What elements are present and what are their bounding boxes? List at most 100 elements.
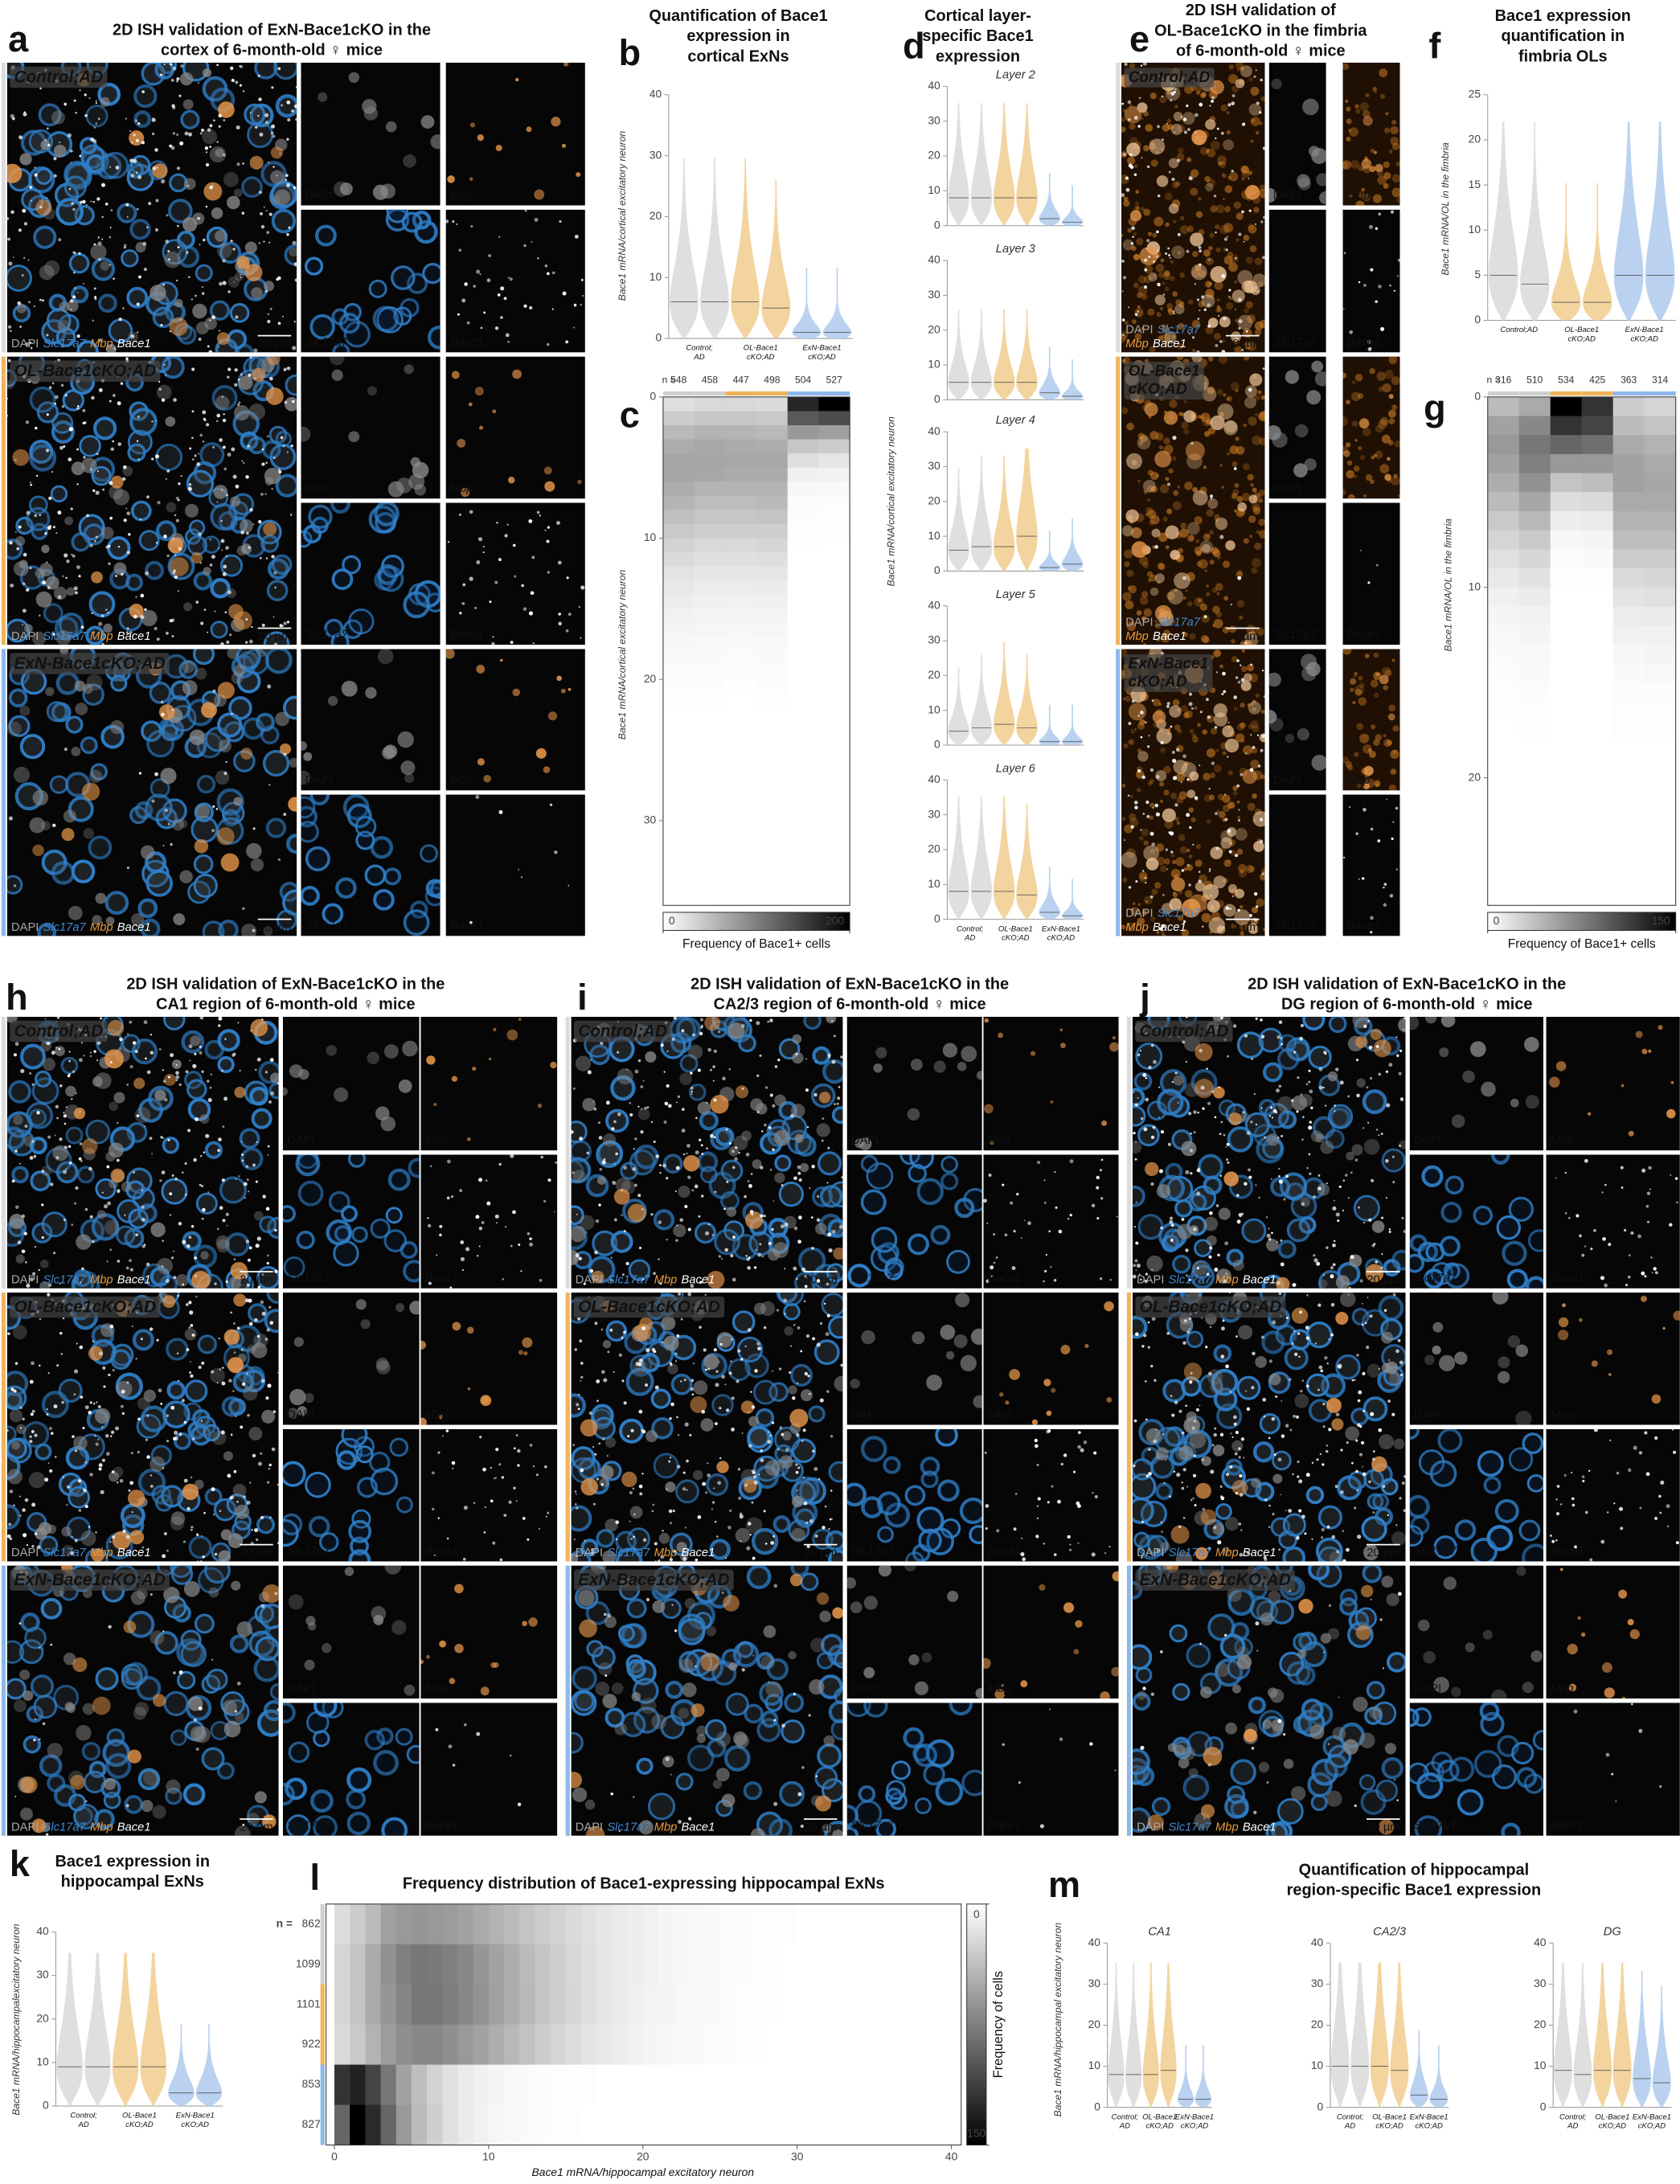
image-background <box>983 1293 1119 1425</box>
channel-name: DAPI <box>11 1273 39 1286</box>
neuron <box>180 1641 207 1667</box>
transcript <box>121 477 126 481</box>
myelin-signal <box>1369 367 1375 375</box>
transcript <box>509 277 513 281</box>
transcript <box>771 1421 775 1424</box>
transcript <box>272 616 275 618</box>
panel-title: CA1 region of 6-month-old ♀ mice <box>156 995 415 1013</box>
micrograph <box>445 356 585 499</box>
transcript <box>1145 721 1147 723</box>
transcript <box>128 1489 131 1492</box>
channel-label: Slc17a7 <box>287 1272 330 1285</box>
transcript <box>237 404 240 406</box>
image-background <box>301 649 440 791</box>
nucleus <box>211 207 223 219</box>
oligodendrocyte <box>92 1696 111 1715</box>
image-background <box>1342 62 1400 206</box>
transcript <box>1146 814 1150 818</box>
image-background <box>282 1428 420 1562</box>
transcript <box>767 1020 769 1023</box>
transcript <box>64 1145 68 1149</box>
nucleus <box>41 544 50 554</box>
nucleus <box>791 1104 805 1118</box>
myelin-signal <box>1351 380 1356 385</box>
transcript <box>170 79 174 82</box>
transcript <box>267 313 270 316</box>
neuron <box>178 660 199 679</box>
neuron <box>817 1151 842 1176</box>
transcript <box>748 1411 750 1413</box>
transcript <box>123 518 127 522</box>
myelin-signal <box>1248 630 1256 638</box>
myelin-signal <box>1211 587 1218 593</box>
transcript <box>1125 176 1129 180</box>
nucleus <box>1174 572 1190 589</box>
panel-title: 2D ISH validation of ExN-Bace1cKO in the <box>126 975 445 993</box>
myelin-signal <box>1342 160 1352 170</box>
transcript <box>36 1111 40 1115</box>
transcript <box>777 1448 780 1451</box>
transcript <box>1259 839 1264 844</box>
transcript <box>983 1199 987 1203</box>
nucleus <box>1149 138 1166 155</box>
transcript <box>54 1134 56 1137</box>
nucleus <box>1304 458 1317 471</box>
transcript <box>161 1264 164 1268</box>
micrograph <box>1268 62 1326 206</box>
neuron <box>60 1056 79 1075</box>
nucleus <box>403 154 416 168</box>
myelin-signal <box>1356 783 1362 789</box>
myelin-signal <box>1238 868 1248 878</box>
transcript <box>140 615 145 620</box>
transcript <box>1209 104 1211 107</box>
neuron <box>173 1432 191 1450</box>
neuron <box>6 875 23 895</box>
myelin-signal <box>1342 649 1352 655</box>
transcript <box>184 1162 187 1165</box>
transcript <box>482 551 485 554</box>
nucleus <box>83 1588 92 1599</box>
transcript <box>513 1447 516 1450</box>
transcript <box>132 1041 137 1045</box>
channel-label: Mbp <box>1347 774 1371 787</box>
transcript <box>211 184 214 186</box>
neuron <box>133 84 158 109</box>
myelin-signal <box>1219 161 1227 168</box>
oligodendrocyte <box>633 1323 652 1342</box>
nucleus <box>663 1335 679 1351</box>
transcript <box>241 1159 244 1162</box>
myelin-signal <box>1172 891 1178 898</box>
transcript <box>14 531 17 533</box>
transcript <box>612 1181 617 1186</box>
nucleus <box>255 649 268 657</box>
transcript <box>270 124 276 129</box>
neuron <box>71 859 96 883</box>
neuron <box>395 1496 413 1514</box>
myelin-signal <box>1155 623 1162 629</box>
nucleus <box>235 1504 250 1519</box>
neuron <box>155 443 183 471</box>
transcript <box>47 1372 50 1375</box>
myelin-signal <box>1257 390 1262 395</box>
transcript <box>671 1038 675 1041</box>
nucleus <box>254 1791 267 1804</box>
transcript <box>110 209 113 211</box>
transcript <box>795 1053 798 1055</box>
transcript <box>64 394 68 397</box>
transcript <box>592 1445 595 1448</box>
merge-label: DAPI Slc17a7 <box>1125 908 1201 920</box>
transcript <box>219 1368 222 1371</box>
transcript <box>724 1383 727 1386</box>
myelin-signal <box>1183 428 1190 435</box>
transcript <box>695 1558 699 1562</box>
myelin-signal <box>1370 148 1375 154</box>
label-background <box>10 1020 108 1043</box>
neuron <box>195 264 213 282</box>
myelin-signal <box>1177 343 1183 350</box>
nucleus <box>1194 881 1205 892</box>
oligodendrocyte <box>613 1188 630 1205</box>
nucleus <box>629 1506 643 1519</box>
transcript <box>543 1199 547 1203</box>
nucleus <box>348 431 360 443</box>
myelin-signal <box>1218 356 1228 364</box>
